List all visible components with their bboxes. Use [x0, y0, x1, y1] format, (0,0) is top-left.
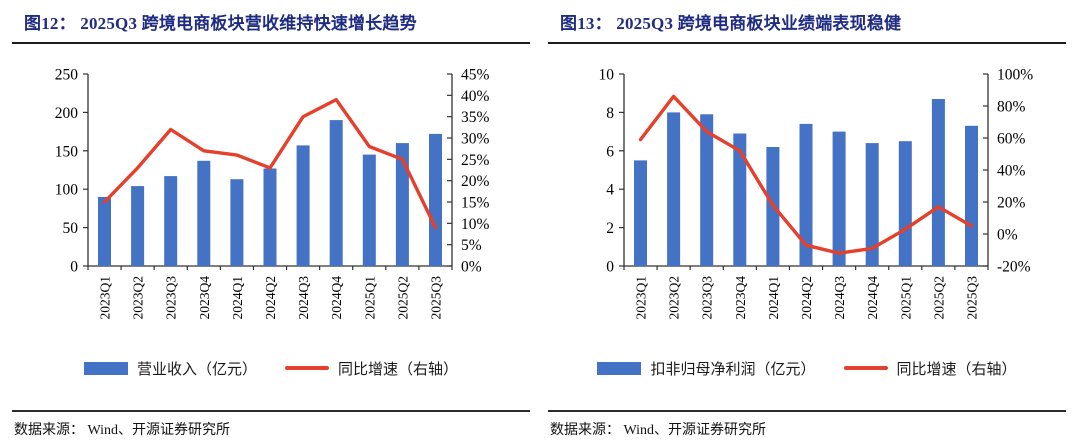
fig12-title: 图12： 2025Q3 跨境电商板块营收维持快速增长趋势 — [12, 12, 530, 44]
legend-label-growth: 同比增速（右轴） — [896, 361, 1017, 378]
x-axis-label-2023Q2: 2023Q2 — [667, 276, 682, 320]
panel-fig13: 图13： 2025Q3 跨境电商板块业绩端表现稳健 0 2 4 6 8 10 -20% 0% 2… — [548, 0, 1066, 439]
fig13-title: 图13： 2025Q3 跨境电商板块业绩端表现稳健 — [548, 12, 1066, 44]
left-axis-tick-label: 200 — [55, 105, 79, 122]
right-axis-tick-label: 100% — [997, 67, 1033, 84]
legend-item-growth: 同比增速（右轴） — [285, 358, 458, 379]
right-axis-tick-label: 10% — [461, 216, 490, 233]
right-axis-tick-label: 60% — [997, 131, 1026, 148]
legend-item-growth: 同比增速（右轴） — [843, 358, 1017, 379]
bar-2025Q1 — [898, 141, 912, 266]
bar-2023Q3 — [164, 176, 178, 266]
right-axis-tick-label: 45% — [461, 67, 490, 84]
right-axis-tick-label: 30% — [461, 131, 490, 148]
yoy-growth-line — [102, 97, 438, 230]
right-axis-tick-label: 40% — [461, 88, 490, 105]
bar-2025Q3 — [429, 133, 442, 266]
x-axis-label-2024Q1: 2024Q1 — [230, 276, 245, 320]
yoy-growth-line — [638, 94, 974, 255]
bar-2024Q2 — [263, 168, 277, 266]
x-axis-label-2023Q4: 2023Q4 — [733, 276, 748, 320]
line-swatch-icon — [285, 366, 329, 370]
bar-2025Q2 — [931, 99, 945, 266]
bar-2024Q1 — [230, 179, 244, 266]
x-axis-label-2023Q3: 2023Q3 — [700, 276, 715, 320]
bar-2025Q3 — [965, 125, 978, 266]
fig13-source: 数据来源： Wind、开源证券研究所 — [548, 410, 1066, 439]
right-axis-tick-label: 40% — [997, 163, 1026, 180]
right-axis-tick-label: 20% — [461, 173, 490, 190]
legend-label-profit: 扣非归母净利润（亿元） — [650, 361, 816, 378]
right-axis-tick-label: 25% — [461, 152, 490, 169]
right-axis-tick-label: -20% — [997, 259, 1031, 276]
legend-item-revenue: 营业收入（亿元） — [83, 358, 257, 379]
bar-2025Q2 — [395, 143, 409, 266]
left-axis-tick-label: 8 — [606, 105, 614, 122]
bar-2023Q2 — [131, 186, 145, 266]
panel-fig12: 图12： 2025Q3 跨境电商板块营收维持快速增长趋势 0 50 100 150 20… — [12, 0, 530, 439]
bar-2023Q1 — [634, 160, 647, 266]
left-axis-tick-label: 100 — [55, 182, 79, 199]
right-axis-tick-label: 20% — [997, 195, 1026, 212]
left-axis-tick-label: 4 — [606, 182, 614, 199]
left-axis-tick-label: 250 — [55, 67, 79, 84]
bar-2024Q4 — [329, 120, 343, 266]
bar-2024Q3 — [832, 131, 846, 266]
fig12-legend: 营业收入（亿元） 同比增速（右轴） — [12, 356, 530, 380]
left-axis-tick-label: 0 — [606, 259, 614, 276]
x-axis-label-2024Q4: 2024Q4 — [329, 276, 344, 320]
bar-2023Q2 — [667, 112, 681, 267]
right-axis-tick-label: 80% — [997, 99, 1026, 116]
bar-2023Q4 — [197, 160, 211, 266]
left-axis-tick-label: 0 — [70, 259, 78, 276]
x-axis-label-2025Q2: 2025Q2 — [931, 276, 946, 320]
x-axis-label-2023Q1: 2023Q1 — [98, 276, 113, 320]
bar-2023Q1 — [98, 196, 111, 266]
right-axis-tick-label: 0% — [461, 259, 482, 276]
left-axis-tick-label: 150 — [55, 143, 79, 160]
bar-swatch-icon — [83, 361, 128, 375]
bar-2023Q3 — [700, 114, 714, 266]
x-axis-label-2025Q1: 2025Q1 — [362, 276, 377, 320]
right-axis-tick-label: 5% — [461, 237, 482, 254]
x-axis-label-2023Q1: 2023Q1 — [634, 276, 649, 320]
left-axis-tick-label: 2 — [606, 220, 614, 237]
bar-2025Q1 — [362, 154, 376, 266]
x-axis-label-2025Q3: 2025Q3 — [428, 276, 443, 320]
bar-2023Q4 — [733, 133, 747, 266]
bar-2024Q2 — [799, 123, 813, 267]
x-axis-label-2024Q2: 2024Q2 — [263, 276, 278, 320]
fig12-source: 数据来源： Wind、开源证券研究所 — [12, 410, 530, 439]
legend-label-growth: 同比增速（右轴） — [338, 361, 459, 378]
x-axis-label-2023Q4: 2023Q4 — [197, 276, 212, 320]
x-axis-label-2025Q2: 2025Q2 — [395, 276, 410, 320]
x-axis-label-2024Q1: 2024Q1 — [766, 276, 781, 320]
profit-chart-canvas: 0 2 4 6 8 10 -20% 0% 20% 40% 60% 80% 100% 2023Q1 2023Q… — [599, 67, 1034, 320]
right-axis-tick-label: 35% — [461, 109, 490, 126]
left-axis-tick-label: 50 — [63, 220, 79, 237]
x-axis-label-2024Q3: 2024Q3 — [296, 276, 311, 320]
bar-swatch-icon — [597, 361, 642, 375]
bar-2024Q3 — [296, 145, 310, 266]
right-axis-tick-label: 0% — [997, 227, 1018, 244]
bar-2024Q4 — [865, 143, 879, 266]
revenue-chart-canvas: 0 50 100 150 200 250 0% 5% 10% 15% 20% 25% 30% 35% 40%… — [55, 67, 490, 320]
x-axis-label-2024Q3: 2024Q3 — [832, 276, 847, 320]
fig13-legend: 扣非归母净利润（亿元） 同比增速（右轴） — [548, 356, 1066, 380]
legend-item-profit: 扣非归母净利润（亿元） — [597, 358, 816, 379]
left-axis-tick-label: 10 — [599, 67, 615, 84]
right-axis-tick-label: 15% — [461, 195, 490, 212]
x-axis-label-2025Q1: 2025Q1 — [898, 276, 913, 320]
x-axis-label-2025Q3: 2025Q3 — [964, 276, 979, 320]
x-axis-label-2023Q2: 2023Q2 — [131, 276, 146, 320]
x-axis-label-2023Q3: 2023Q3 — [164, 276, 179, 320]
legend-label-revenue: 营业收入（亿元） — [136, 361, 257, 378]
left-axis-tick-label: 6 — [606, 143, 614, 160]
x-axis-label-2024Q2: 2024Q2 — [799, 276, 814, 320]
line-swatch-icon — [843, 366, 888, 370]
x-axis-label-2024Q4: 2024Q4 — [865, 276, 880, 320]
